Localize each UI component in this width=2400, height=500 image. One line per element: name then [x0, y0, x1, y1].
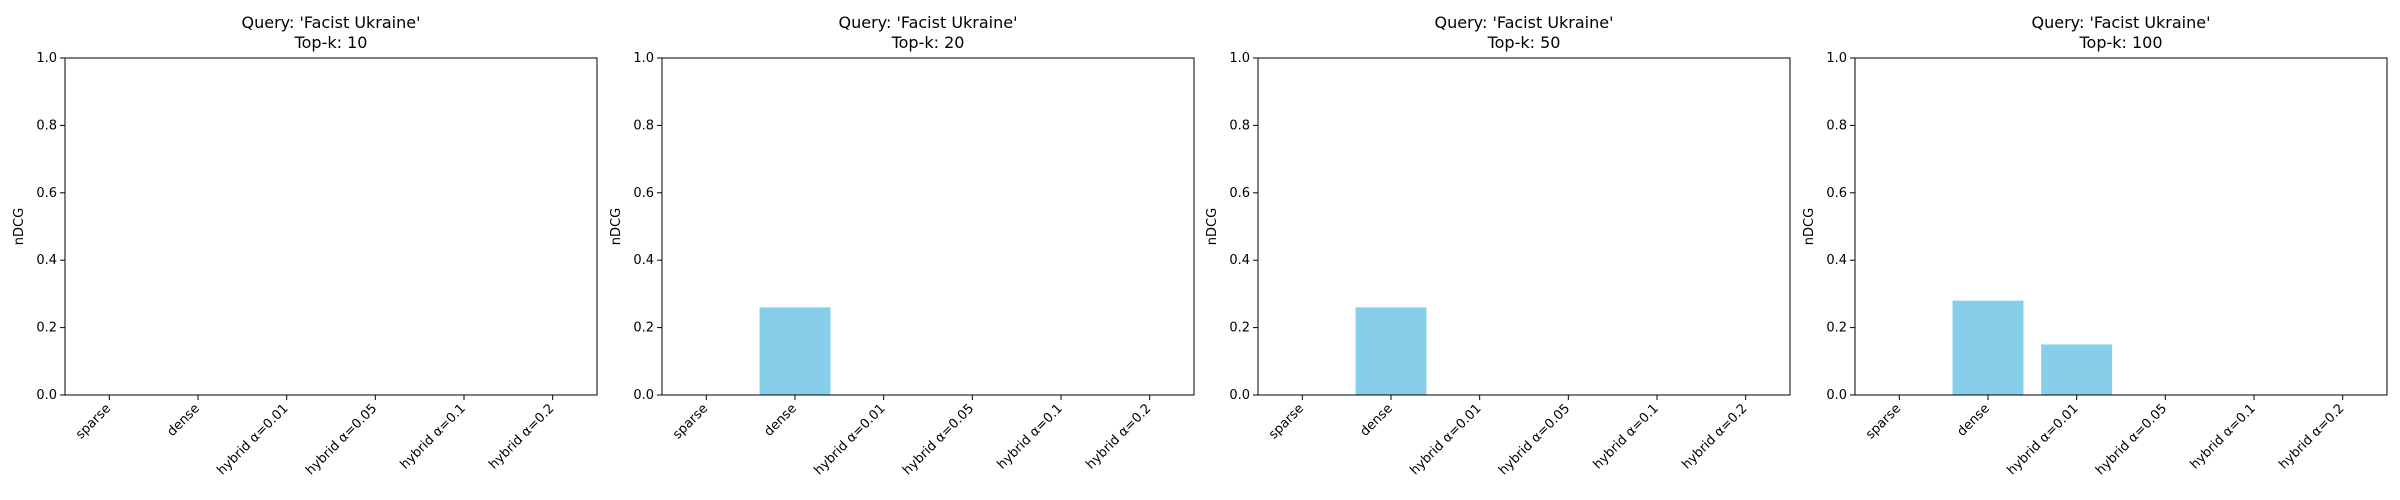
x-tick-label: hybrid α=0.01 [2004, 401, 2081, 478]
y-tick-label: 0.0 [633, 388, 654, 403]
y-tick-label: 1.0 [36, 51, 57, 66]
x-tick-label: hybrid α=0.1 [1591, 401, 1662, 472]
y-tick-label: 0.2 [1229, 321, 1250, 336]
chart-panel-2: Query: 'Facist Ukraine'Top-k: 20 0.0 0.2 0.… [609, 13, 1195, 478]
x-tick-label: hybrid α=0.2 [486, 401, 557, 472]
x-tick-label: hybrid α=0.1 [2188, 401, 2259, 472]
y-tick-label: 0.4 [1826, 253, 1847, 268]
y-tick-label: 0.2 [1826, 321, 1847, 336]
x-tick-label: hybrid α=0.05 [900, 401, 977, 478]
bar [2041, 344, 2113, 395]
y-tick-label: 0.6 [36, 186, 57, 201]
x-tick-label: hybrid α=0.1 [995, 401, 1066, 472]
axes-frame [1854, 57, 2388, 396]
x-tick-label: dense [1954, 401, 1992, 439]
chart-title-line: Top-k: 100 [2078, 33, 2162, 52]
y-tick-label: 0.6 [633, 186, 654, 201]
bar [1952, 300, 2024, 395]
chart-title-line: Top-k: 20 [891, 33, 965, 52]
x-tick-label: dense [761, 401, 799, 439]
y-tick-label: 0.4 [36, 253, 57, 268]
y-tick-label: 0.8 [36, 118, 57, 133]
chart-title-line: Query: 'Facist Ukraine' [1435, 13, 1614, 32]
y-axis-label: nDCG [12, 208, 27, 245]
x-tick-label: hybrid α=0.01 [1407, 401, 1484, 478]
axes-frame [1257, 57, 1791, 396]
x-tick-label: sparse [1266, 401, 1307, 442]
y-tick-label: 0.2 [633, 321, 654, 336]
y-tick-label: 0.6 [1229, 186, 1250, 201]
x-tick-label: sparse [1863, 401, 1904, 442]
y-tick-label: 0.8 [633, 118, 654, 133]
y-tick-label: 1.0 [1826, 51, 1847, 66]
y-tick-label: 1.0 [1229, 51, 1250, 66]
y-tick-label: 0.6 [1826, 186, 1847, 201]
x-tick-label: hybrid α=0.05 [303, 401, 380, 478]
x-tick-label: hybrid α=0.2 [2276, 401, 2347, 472]
y-tick-label: 0.8 [1229, 118, 1250, 133]
axes-frame [661, 57, 1195, 396]
x-tick-label: hybrid α=0.01 [214, 401, 291, 478]
x-tick-label: hybrid α=0.2 [1083, 401, 1154, 472]
x-tick-label: dense [1357, 401, 1395, 439]
chart-title-line: Top-k: 10 [294, 33, 368, 52]
chart-title-line: Query: 'Facist Ukraine' [242, 13, 421, 32]
chart-panel-3: Query: 'Facist Ukraine'Top-k: 50 0.0 0.2 0.… [1205, 13, 1791, 478]
y-tick-label: 1.0 [633, 51, 654, 66]
y-axis-label: nDCG [609, 208, 624, 245]
bar [1355, 307, 1427, 395]
y-tick-label: 0.4 [633, 253, 654, 268]
chart-title-line: Query: 'Facist Ukraine' [839, 13, 1018, 32]
chart-title-line: Query: 'Facist Ukraine' [2032, 13, 2211, 32]
y-axis-label: nDCG [1802, 208, 1817, 245]
bar [759, 307, 831, 395]
x-tick-label: hybrid α=0.2 [1679, 401, 1750, 472]
y-tick-label: 0.2 [36, 321, 57, 336]
chart-panel-4: Query: 'Facist Ukraine'Top-k: 100 0.0 0.2 0… [1802, 13, 2388, 478]
axes-frame [64, 57, 598, 396]
y-tick-label: 0.0 [1826, 388, 1847, 403]
x-tick-label: hybrid α=0.01 [811, 401, 888, 478]
x-tick-label: dense [164, 401, 202, 439]
y-axis-label: nDCG [1205, 208, 1220, 245]
x-tick-label: sparse [73, 401, 114, 442]
y-tick-label: 0.0 [1229, 388, 1250, 403]
x-tick-label: hybrid α=0.1 [398, 401, 469, 472]
chart-panel-1: Query: 'Facist Ukraine'Top-k: 10 0.0 0.2 0.… [12, 13, 598, 478]
x-tick-label: hybrid α=0.05 [2093, 401, 2170, 478]
chart-title-line: Top-k: 50 [1487, 33, 1561, 52]
y-tick-label: 0.8 [1826, 118, 1847, 133]
y-tick-label: 0.4 [1229, 253, 1250, 268]
y-tick-label: 0.0 [36, 388, 57, 403]
x-tick-label: sparse [670, 401, 711, 442]
x-tick-label: hybrid α=0.05 [1496, 401, 1573, 478]
